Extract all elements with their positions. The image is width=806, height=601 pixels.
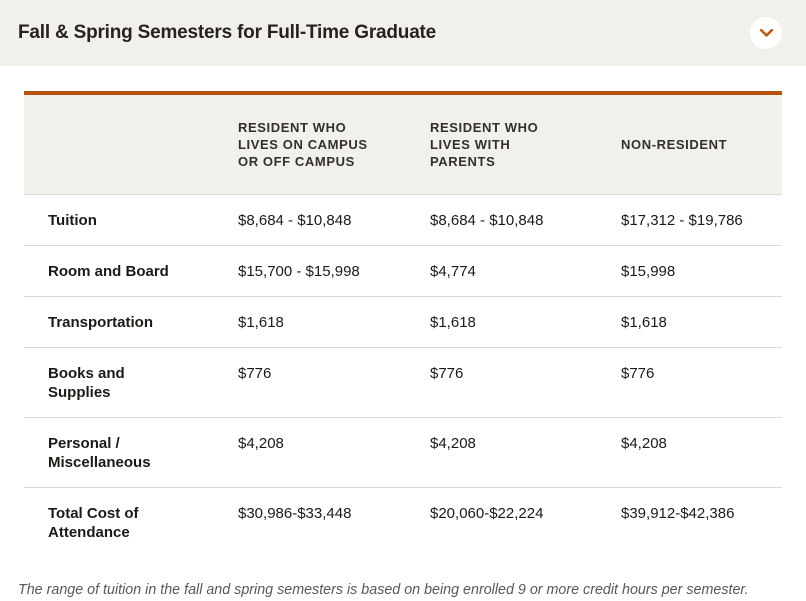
cell-value: $8,684 - $10,848 xyxy=(406,194,597,246)
row-label: Tuition xyxy=(24,194,214,246)
cell-value: $30,986-$33,448 xyxy=(214,487,406,569)
table-row-personal-misc: Personal / Miscellaneous $4,208 $4,208 $… xyxy=(24,417,782,488)
accordion-header[interactable]: Fall & Spring Semesters for Full-Time Gr… xyxy=(0,0,806,66)
footnote: The range of tuition in the fall and spr… xyxy=(18,580,786,601)
row-label: Transportation xyxy=(24,296,214,348)
cell-value: $4,208 xyxy=(406,417,597,488)
column-header-resident-campus: RESIDENT WHO LIVES ON CAMPUS OR OFF CAMP… xyxy=(214,93,406,195)
cell-value: $8,684 - $10,848 xyxy=(214,194,406,246)
cost-table: RESIDENT WHO LIVES ON CAMPUS OR OFF CAMP… xyxy=(24,91,782,569)
chevron-down-icon xyxy=(759,28,774,38)
cell-value: $776 xyxy=(406,347,597,418)
table-row-tuition: Tuition $8,684 - $10,848 $8,684 - $10,84… xyxy=(24,194,782,246)
accordion-toggle-button[interactable] xyxy=(750,17,782,49)
cell-value: $4,208 xyxy=(597,417,782,488)
cell-value: $4,774 xyxy=(406,245,597,297)
cell-value: $4,208 xyxy=(214,417,406,488)
cell-value: $17,312 - $19,786 xyxy=(597,194,782,246)
cell-value: $20,060-$22,224 xyxy=(406,487,597,569)
cell-value: $15,998 xyxy=(597,245,782,297)
cell-value: $776 xyxy=(597,347,782,418)
cell-value: $1,618 xyxy=(406,296,597,348)
cell-value: $39,912-$42,386 xyxy=(597,487,782,569)
row-label: Books and Supplies xyxy=(24,347,214,418)
row-label: Room and Board xyxy=(24,245,214,297)
table-row-total-cost: Total Cost of Attendance $30,986-$33,448… xyxy=(24,487,782,569)
cell-value: $1,618 xyxy=(214,296,406,348)
cell-value: $776 xyxy=(214,347,406,418)
cell-value: $1,618 xyxy=(597,296,782,348)
table-row-room-board: Room and Board $15,700 - $15,998 $4,774 … xyxy=(24,245,782,297)
footnote-line: The range of tuition in the fall and spr… xyxy=(18,582,749,598)
cell-value: $15,700 - $15,998 xyxy=(214,245,406,297)
accordion-title: Fall & Spring Semesters for Full-Time Gr… xyxy=(18,22,437,43)
row-label: Personal / Miscellaneous xyxy=(24,417,214,488)
table-header-row: RESIDENT WHO LIVES ON CAMPUS OR OFF CAMP… xyxy=(24,93,782,195)
row-label: Total Cost of Attendance xyxy=(24,487,214,569)
cost-table-container: RESIDENT WHO LIVES ON CAMPUS OR OFF CAMP… xyxy=(24,91,782,569)
table-row-books-supplies: Books and Supplies $776 $776 $776 xyxy=(24,347,782,418)
column-header-resident-parents: RESIDENT WHO LIVES WITH PARENTS xyxy=(406,93,597,195)
table-row-transportation: Transportation $1,618 $1,618 $1,618 xyxy=(24,296,782,348)
column-header-blank xyxy=(24,93,214,195)
column-header-non-resident: NON-RESIDENT xyxy=(597,93,782,195)
